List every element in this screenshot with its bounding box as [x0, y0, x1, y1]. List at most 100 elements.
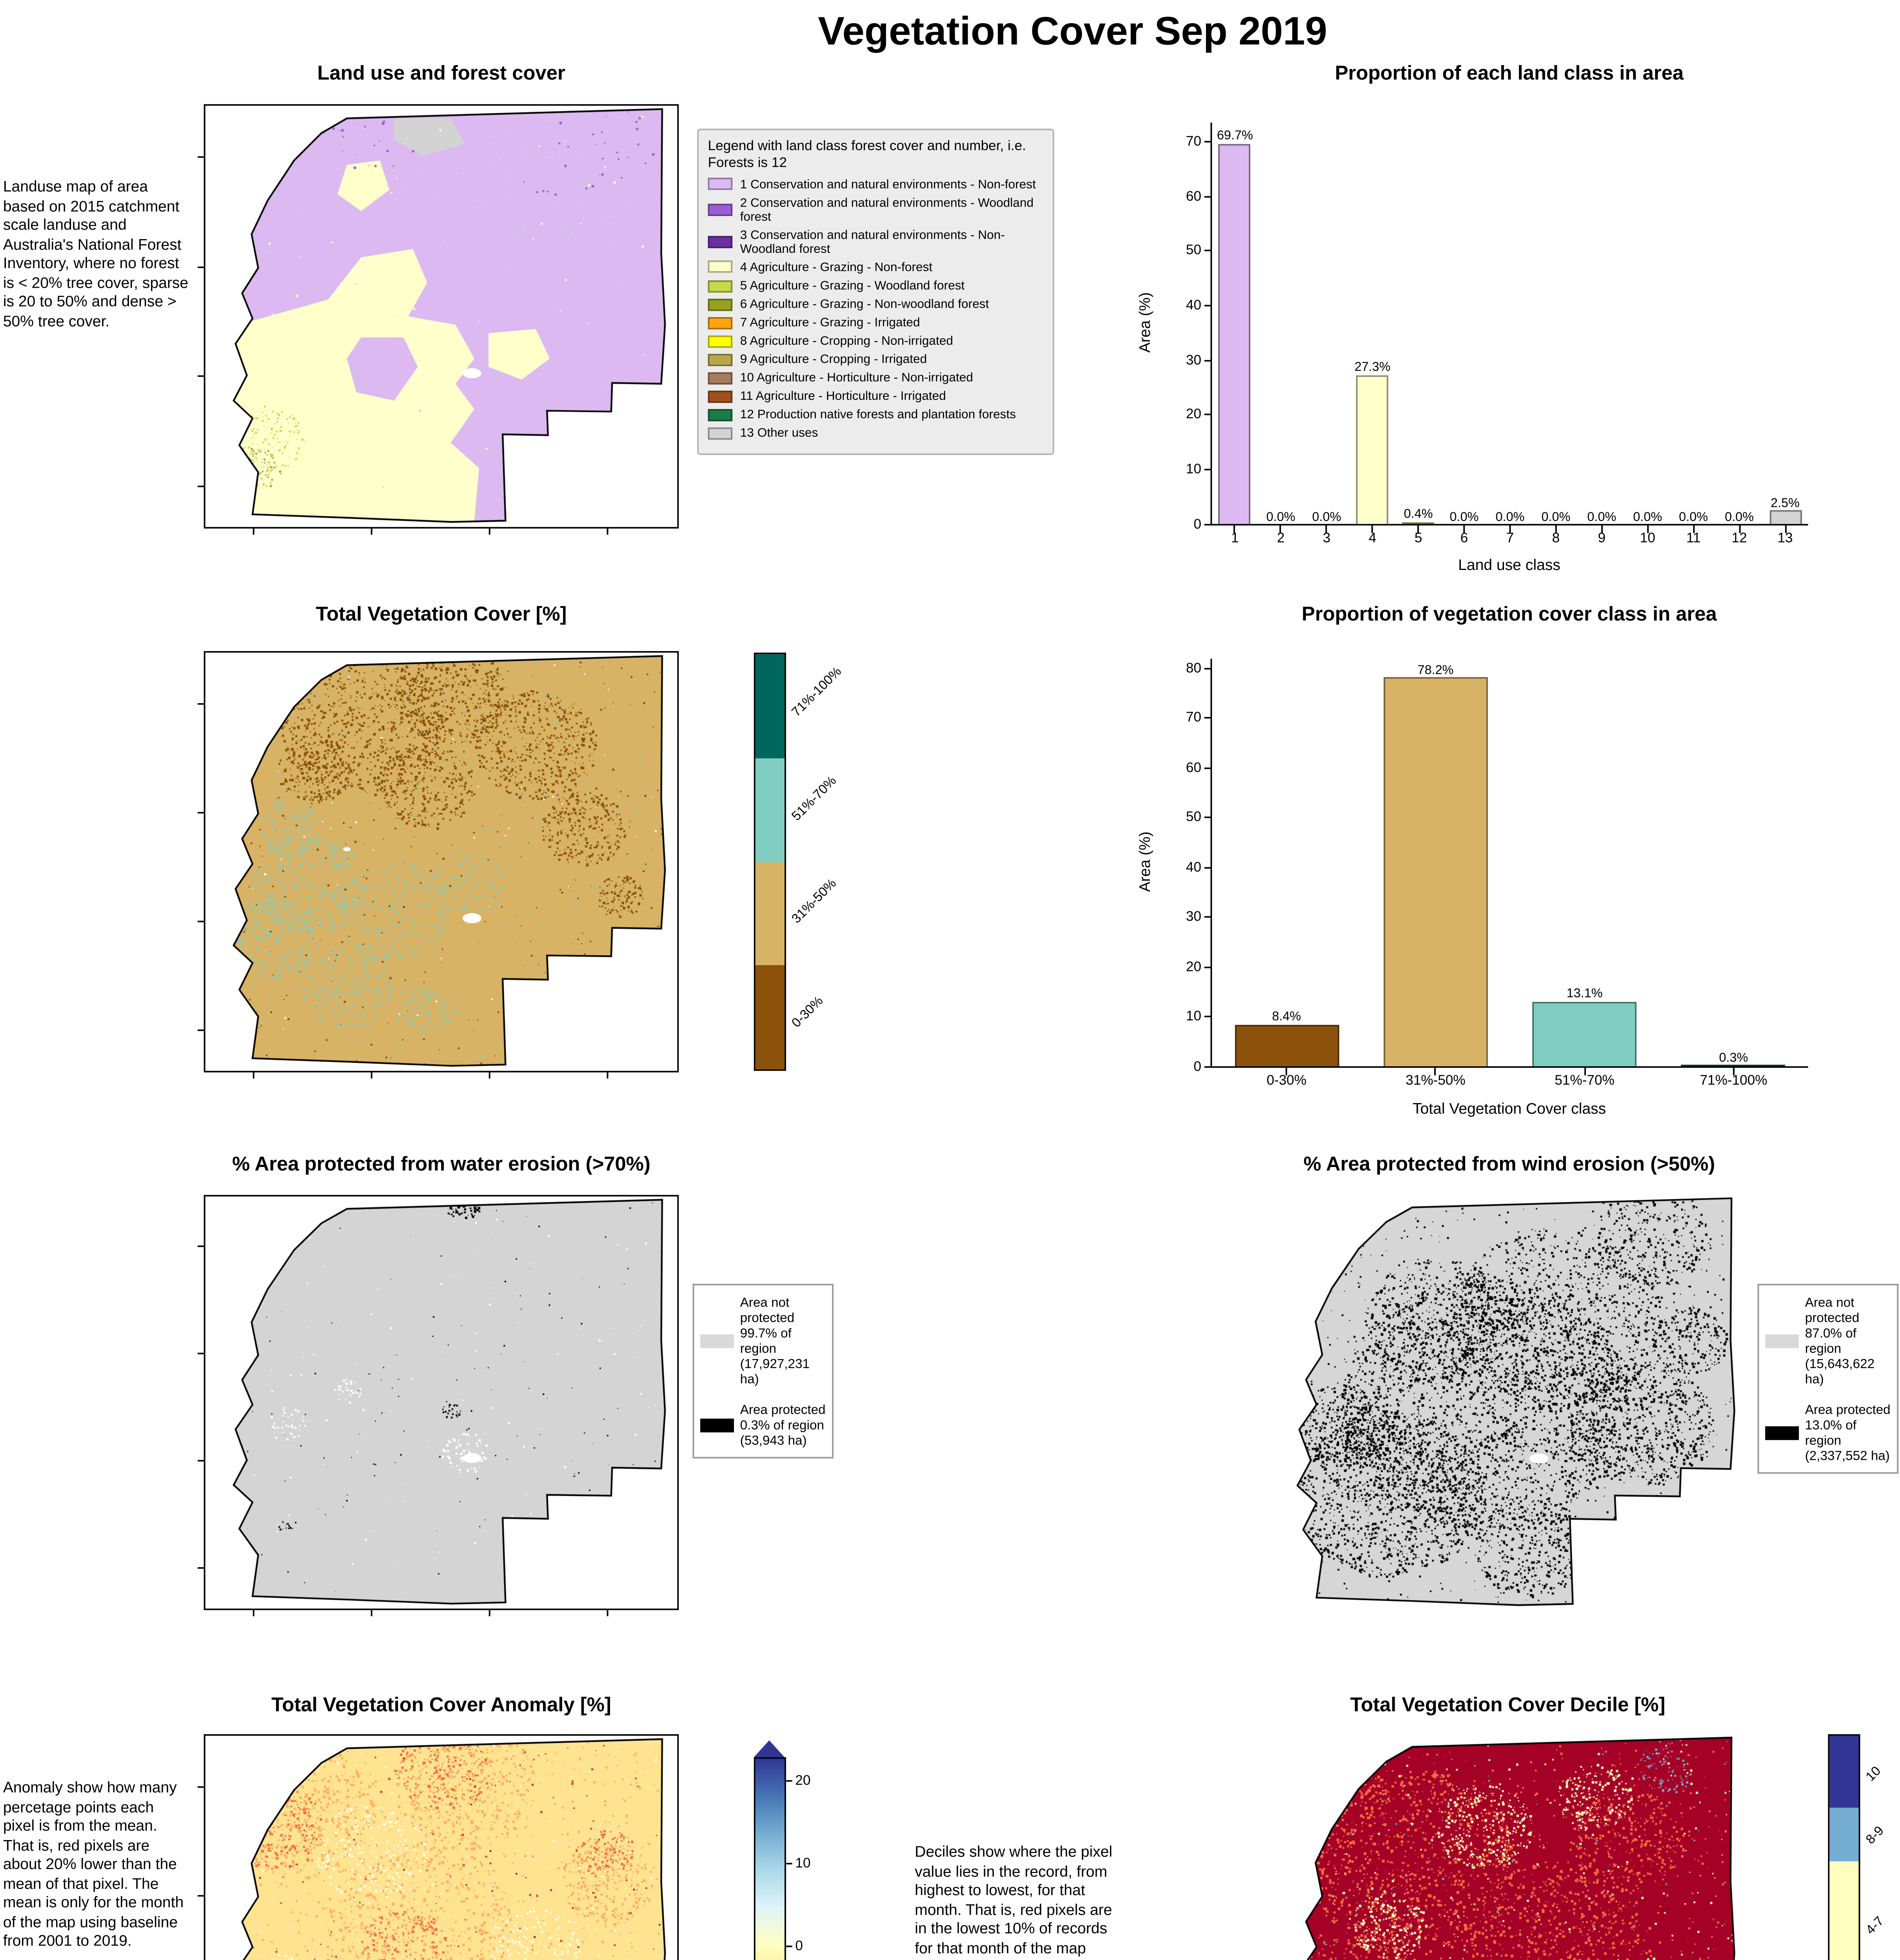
bar-value-label: 0.0%: [1679, 508, 1708, 523]
y-tick-label: 30: [1186, 909, 1201, 924]
x-tick-label: 7: [1506, 530, 1514, 546]
y-tick-label: 80: [1186, 660, 1201, 676]
legend-swatch: [708, 203, 733, 216]
bar-value-label: 0.0%: [1312, 508, 1341, 523]
bar-value-label: 0.0%: [1266, 508, 1295, 523]
x-tick-label: 2: [1277, 530, 1285, 546]
y-tick-label: 10: [1186, 461, 1201, 476]
colorbar-segment: [755, 965, 785, 1069]
legend-entry: Area not protected 87.0% of region (15,6…: [1765, 1294, 1891, 1387]
colorbar-tick: [786, 1945, 792, 1947]
x-tick: [1584, 1067, 1586, 1076]
map-tick: [252, 1072, 254, 1079]
legend-entry: 5 Agriculture - Grazing - Woodland fores…: [708, 279, 1044, 292]
bar-5: [1402, 522, 1435, 524]
x-tick-label: 11: [1686, 530, 1701, 546]
legend-swatch: [708, 335, 733, 347]
bar-value-label: 0.0%: [1450, 508, 1479, 523]
legend-entry: Area protected 0.3% of region (53,943 ha…: [700, 1402, 826, 1448]
bar-value-label: 8.4%: [1272, 1008, 1301, 1024]
colorbar-segment: [755, 758, 785, 862]
map-tick: [198, 156, 204, 158]
map-tick: [606, 1610, 608, 1617]
colorbar-label: 4-7: [1862, 1913, 1887, 1938]
x-tick: [1693, 525, 1695, 534]
x-tick-label: 0-30%: [1266, 1072, 1307, 1088]
legend-swatch: [708, 279, 733, 292]
y-tick-label: 10: [1186, 1008, 1201, 1024]
bar-4: [1356, 375, 1389, 524]
x-tick: [1435, 1067, 1437, 1076]
bar-value-label: 69.7%: [1217, 127, 1253, 143]
decile-map-canvas: [1268, 1734, 1747, 1960]
vegcover-map-title: Total Vegetation Cover [%]: [316, 602, 567, 625]
y-tick-label: 70: [1186, 133, 1201, 149]
legend-entry: 8 Agriculture - Cropping - Non-irrigated: [708, 334, 1044, 348]
x-tick: [1280, 525, 1282, 534]
legend-entry: 4 Agriculture - Grazing - Non-forest: [708, 260, 1044, 274]
map-tick: [198, 485, 204, 486]
bar-0-30%: [1234, 1024, 1339, 1067]
bar-value-label: 0.3%: [1719, 1049, 1748, 1064]
water-erosion-map-canvas: [205, 1196, 678, 1609]
y-tick: [1204, 1016, 1211, 1018]
wind-erosion-map-canvas: [1268, 1195, 1747, 1610]
legend-entry: 10 Agriculture - Horticulture - Non-irri…: [708, 371, 1044, 385]
y-tick-label: 30: [1186, 352, 1201, 367]
legend-swatch: [708, 427, 733, 440]
y-tick-label: 60: [1186, 188, 1201, 203]
y-tick: [1204, 966, 1211, 968]
colorbar-label: 51%-70%: [788, 772, 839, 823]
colorbar-arrow-up: [754, 1740, 785, 1757]
bar-value-label: 0.0%: [1633, 508, 1662, 523]
colorbar-segment: [1829, 1807, 1859, 1862]
colorbar-tick: [786, 1862, 792, 1864]
landuse-legend: Legend with land class forest cover and …: [697, 129, 1054, 454]
legend-swatch: [708, 353, 733, 366]
wind-erosion-map: [1268, 1195, 1747, 1610]
colorbar-label: 71%-100%: [788, 663, 845, 719]
vegclass-chart-xlabel: Total Vegetation Cover class: [1412, 1101, 1606, 1118]
map-tick: [606, 1072, 608, 1079]
legend-entry: 12 Production native forests and plantat…: [708, 408, 1044, 422]
colorbar-segment: [755, 862, 785, 966]
legend-entry: 2 Conservation and natural environments …: [708, 196, 1044, 223]
legend-swatch: [700, 1418, 734, 1432]
colorbar-segment: [1829, 1735, 1859, 1807]
legend-label: Area not protected 99.7% of region (17,9…: [740, 1294, 810, 1387]
legend-entry: 9 Agriculture - Cropping - Irrigated: [708, 353, 1044, 367]
legend-label: 6 Agriculture - Grazing - Non-woodland f…: [740, 297, 989, 311]
x-tick-label: 1: [1231, 530, 1239, 546]
map-tick: [488, 1072, 490, 1079]
colorbar-label: 0-30%: [788, 993, 826, 1031]
vegcover-colorbar: 71%-100% 51%-70% 31%-50% 0-30%: [754, 652, 844, 1071]
colorbar-tick-label: 0: [795, 1937, 803, 1953]
legend-label: 11 Agriculture - Horticulture - Irrigate…: [740, 390, 946, 404]
y-tick: [1204, 717, 1211, 719]
legend-swatch: [708, 372, 733, 385]
x-tick-label: 8: [1552, 530, 1560, 546]
x-tick-label: 13: [1777, 530, 1793, 546]
x-tick-label: 31%-50%: [1406, 1072, 1466, 1088]
legend-label: 3 Conservation and natural environments …: [740, 228, 1005, 256]
x-tick: [1417, 525, 1419, 534]
anomaly-map: [198, 1734, 679, 1960]
legend-entry: 7 Agriculture - Grazing - Irrigated: [708, 316, 1044, 330]
map-tick: [606, 528, 608, 535]
map-tick: [252, 1610, 254, 1617]
x-tick-label: 5: [1414, 530, 1422, 546]
legend-entry: 13 Other uses: [708, 426, 1044, 440]
anomaly-note: Anomaly show how many percetage points e…: [3, 1780, 184, 1951]
landuse-note: Landuse map of area based on 2015 catchm…: [3, 179, 189, 330]
landuse-legend-title: Legend with land class forest cover and …: [708, 138, 1026, 170]
colorbar-tick-label: 20: [795, 1773, 811, 1788]
y-tick: [1204, 668, 1211, 670]
anomaly-title: Total Vegetation Cover Anomaly [%]: [271, 1693, 611, 1716]
map-tick: [198, 1353, 204, 1355]
x-tick-label: 3: [1322, 530, 1331, 546]
y-tick: [1204, 767, 1211, 769]
y-tick: [1204, 141, 1211, 143]
vegclass-chart-title: Proportion of vegetation cover class in …: [1302, 602, 1717, 625]
legend-swatch: [708, 409, 733, 421]
